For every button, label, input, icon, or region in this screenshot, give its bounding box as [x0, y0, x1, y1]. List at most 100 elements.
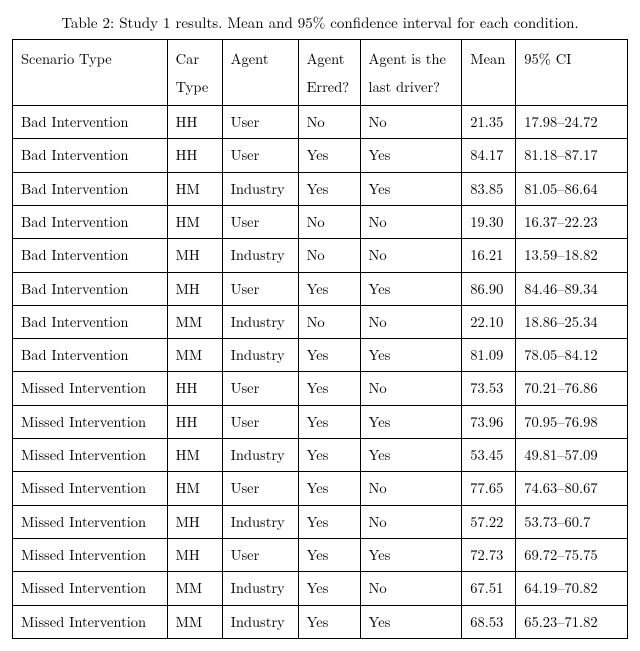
cell-value: Yes: [361, 606, 462, 638]
table-cell: Bad Intervention: [13, 106, 168, 139]
cell-value: Industry: [223, 606, 298, 638]
cell-value: No: [361, 472, 462, 504]
cell-value: Bad Intervention: [13, 206, 167, 238]
table-cell: MM: [167, 305, 222, 338]
table-cell: 64.19–70.82: [516, 572, 628, 605]
table-cell: Missed Intervention: [13, 572, 168, 605]
table-cell: Industry: [222, 505, 298, 538]
table-cell: No: [360, 205, 462, 238]
table-cell: 19.30: [462, 205, 516, 238]
cell-value: User: [223, 406, 298, 438]
cell-value: 49.81–57.09: [516, 439, 627, 471]
cell-value: 83.85: [462, 173, 515, 205]
cell-value: 67.51: [462, 572, 515, 604]
table-cell: Yes: [298, 472, 360, 505]
cell-value: 53.73–60.7: [516, 506, 627, 538]
cell-value: 81.09: [462, 339, 515, 371]
cell-value: HH: [168, 106, 222, 138]
cell-value: Missed Intervention: [13, 472, 167, 504]
table-cell: Missed Intervention: [13, 538, 168, 571]
cell-value: Yes: [299, 406, 360, 438]
table-row: Bad InterventionHMUserNoNo19.3016.37–22.…: [13, 205, 628, 238]
cell-value: Yes: [299, 572, 360, 604]
table-cell: Yes: [298, 405, 360, 438]
table-cell: 57.22: [462, 505, 516, 538]
table-cell: No: [298, 205, 360, 238]
table-cell: Industry: [222, 239, 298, 272]
table-cell: 16.21: [462, 239, 516, 272]
cell-value: 21.35: [462, 106, 515, 138]
col-header-car-type: Car Type: [167, 40, 222, 106]
table-row: Bad InterventionHHUserNoNo21.3517.98–24.…: [13, 106, 628, 139]
table-cell: 81.05–86.64: [516, 172, 628, 205]
cell-value: MH: [168, 273, 222, 305]
col-header-ci: 95% CI: [516, 40, 628, 106]
table-cell: Missed Intervention: [13, 439, 168, 472]
table-cell: HM: [167, 205, 222, 238]
cell-value: 86.90: [462, 273, 515, 305]
table-cell: Bad Intervention: [13, 139, 168, 172]
table-cell: MM: [167, 572, 222, 605]
cell-value: Bad Intervention: [13, 239, 167, 271]
table-cell: Yes: [360, 439, 462, 472]
cell-value: Industry: [223, 239, 298, 271]
table-cell: Missed Intervention: [13, 605, 168, 638]
cell-value: Yes: [299, 606, 360, 638]
cell-value: No: [361, 206, 462, 238]
col-header-text: Agent is the: [369, 49, 446, 69]
table-cell: Yes: [360, 405, 462, 438]
table-cell: No: [360, 372, 462, 405]
table-cell: Yes: [360, 339, 462, 372]
table-cell: Industry: [222, 172, 298, 205]
table-cell: 77.65: [462, 472, 516, 505]
results-table: Scenario Type Car Type Agent Agent Erred…: [12, 39, 628, 639]
cell-value: No: [299, 239, 360, 271]
cell-value: 84.46–89.34: [516, 273, 627, 305]
cell-value: HH: [168, 372, 222, 404]
table-cell: Bad Intervention: [13, 272, 168, 305]
table-cell: 53.45: [462, 439, 516, 472]
table-row: Bad InterventionMHIndustryNoNo16.2113.59…: [13, 239, 628, 272]
cell-value: 16.21: [462, 239, 515, 271]
cell-value: Yes: [361, 273, 462, 305]
table-row: Bad InterventionHHUserYesYes84.1781.18–8…: [13, 139, 628, 172]
cell-value: MH: [168, 239, 222, 271]
cell-value: 81.18–87.17: [516, 139, 627, 171]
table-cell: MH: [167, 239, 222, 272]
table-cell: Yes: [298, 172, 360, 205]
table-cell: Yes: [298, 605, 360, 638]
cell-value: Missed Intervention: [13, 606, 167, 638]
table-cell: No: [298, 239, 360, 272]
cell-value: 70.95–76.98: [516, 406, 627, 438]
cell-value: Yes: [361, 439, 462, 471]
cell-value: No: [299, 206, 360, 238]
table-cell: MM: [167, 339, 222, 372]
cell-value: No: [361, 106, 462, 138]
cell-value: Industry: [223, 506, 298, 538]
cell-value: Yes: [299, 506, 360, 538]
col-header-text: 95% CI: [524, 49, 571, 69]
cell-value: Missed Intervention: [13, 506, 167, 538]
cell-value: 19.30: [462, 206, 515, 238]
table-cell: Yes: [298, 139, 360, 172]
cell-value: No: [361, 572, 462, 604]
table-cell: HM: [167, 472, 222, 505]
table-cell: Bad Intervention: [13, 172, 168, 205]
table-cell: Yes: [360, 172, 462, 205]
table-cell: No: [360, 505, 462, 538]
col-header-text: Car: [176, 49, 199, 69]
table-cell: Missed Intervention: [13, 372, 168, 405]
table-cell: Missed Intervention: [13, 472, 168, 505]
cell-value: No: [361, 306, 462, 338]
table-cell: 53.73–60.7: [516, 505, 628, 538]
cell-value: 53.45: [462, 439, 515, 471]
cell-value: Yes: [361, 406, 462, 438]
cell-value: 64.19–70.82: [516, 572, 627, 604]
cell-value: Yes: [361, 173, 462, 205]
table-row: Missed InterventionMHIndustryYesNo57.225…: [13, 505, 628, 538]
table-cell: Bad Intervention: [13, 205, 168, 238]
table-cell: User: [222, 272, 298, 305]
table-cell: No: [360, 305, 462, 338]
cell-value: Yes: [299, 273, 360, 305]
cell-value: Yes: [299, 139, 360, 171]
